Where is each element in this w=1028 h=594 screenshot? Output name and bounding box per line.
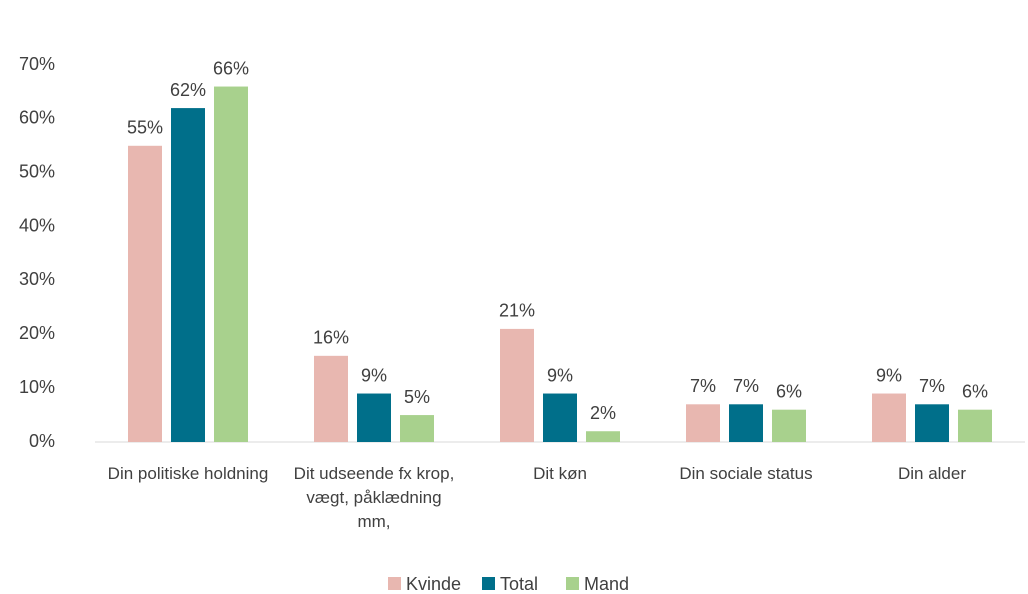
legend-swatch (566, 577, 579, 590)
data-label: 7% (690, 376, 716, 396)
data-label: 9% (361, 365, 387, 385)
legend-label: Kvinde (406, 574, 461, 594)
x-tick-label: Din politiske holdning (107, 464, 269, 483)
data-label: 55% (127, 118, 163, 138)
legend-label: Total (500, 574, 538, 594)
bar (500, 328, 534, 442)
bar (357, 393, 391, 442)
legend-swatch (388, 577, 401, 590)
bar (543, 393, 577, 442)
data-label: 6% (962, 381, 988, 401)
bar (586, 431, 620, 442)
y-tick-label: 50% (19, 161, 55, 181)
data-label: 9% (876, 365, 902, 385)
bar (171, 108, 205, 442)
y-tick-label: 70% (19, 54, 55, 74)
bar (872, 393, 906, 442)
data-label: 62% (170, 80, 206, 100)
bar (958, 409, 992, 442)
legend-label: Mand (584, 574, 629, 594)
y-tick-label: 20% (19, 323, 55, 343)
data-label: 9% (547, 365, 573, 385)
bar (772, 409, 806, 442)
bar (314, 355, 348, 442)
x-tick-label: Din sociale status (679, 464, 813, 483)
bar (128, 145, 162, 443)
bar (729, 404, 763, 442)
y-tick-label: 30% (19, 269, 55, 289)
x-tick-label: Dit køn (533, 464, 587, 483)
data-label: 7% (919, 376, 945, 396)
y-tick-label: 10% (19, 377, 55, 397)
bar (214, 86, 248, 443)
bar (686, 404, 720, 442)
data-label: 66% (213, 58, 249, 78)
data-label: 7% (733, 376, 759, 396)
x-tick-label: Dit udseende fx krop, vægt, påklædning m… (293, 464, 455, 531)
data-label: 6% (776, 381, 802, 401)
legend-swatch (482, 577, 495, 590)
bar (915, 404, 949, 442)
y-tick-label: 0% (29, 431, 55, 451)
y-tick-label: 40% (19, 215, 55, 235)
data-label: 2% (590, 403, 616, 423)
data-label: 21% (499, 301, 535, 321)
y-tick-label: 60% (19, 108, 55, 128)
x-tick-label: Din alder (897, 464, 967, 483)
bar (400, 415, 434, 442)
data-label: 5% (404, 387, 430, 407)
data-label: 16% (313, 328, 349, 348)
